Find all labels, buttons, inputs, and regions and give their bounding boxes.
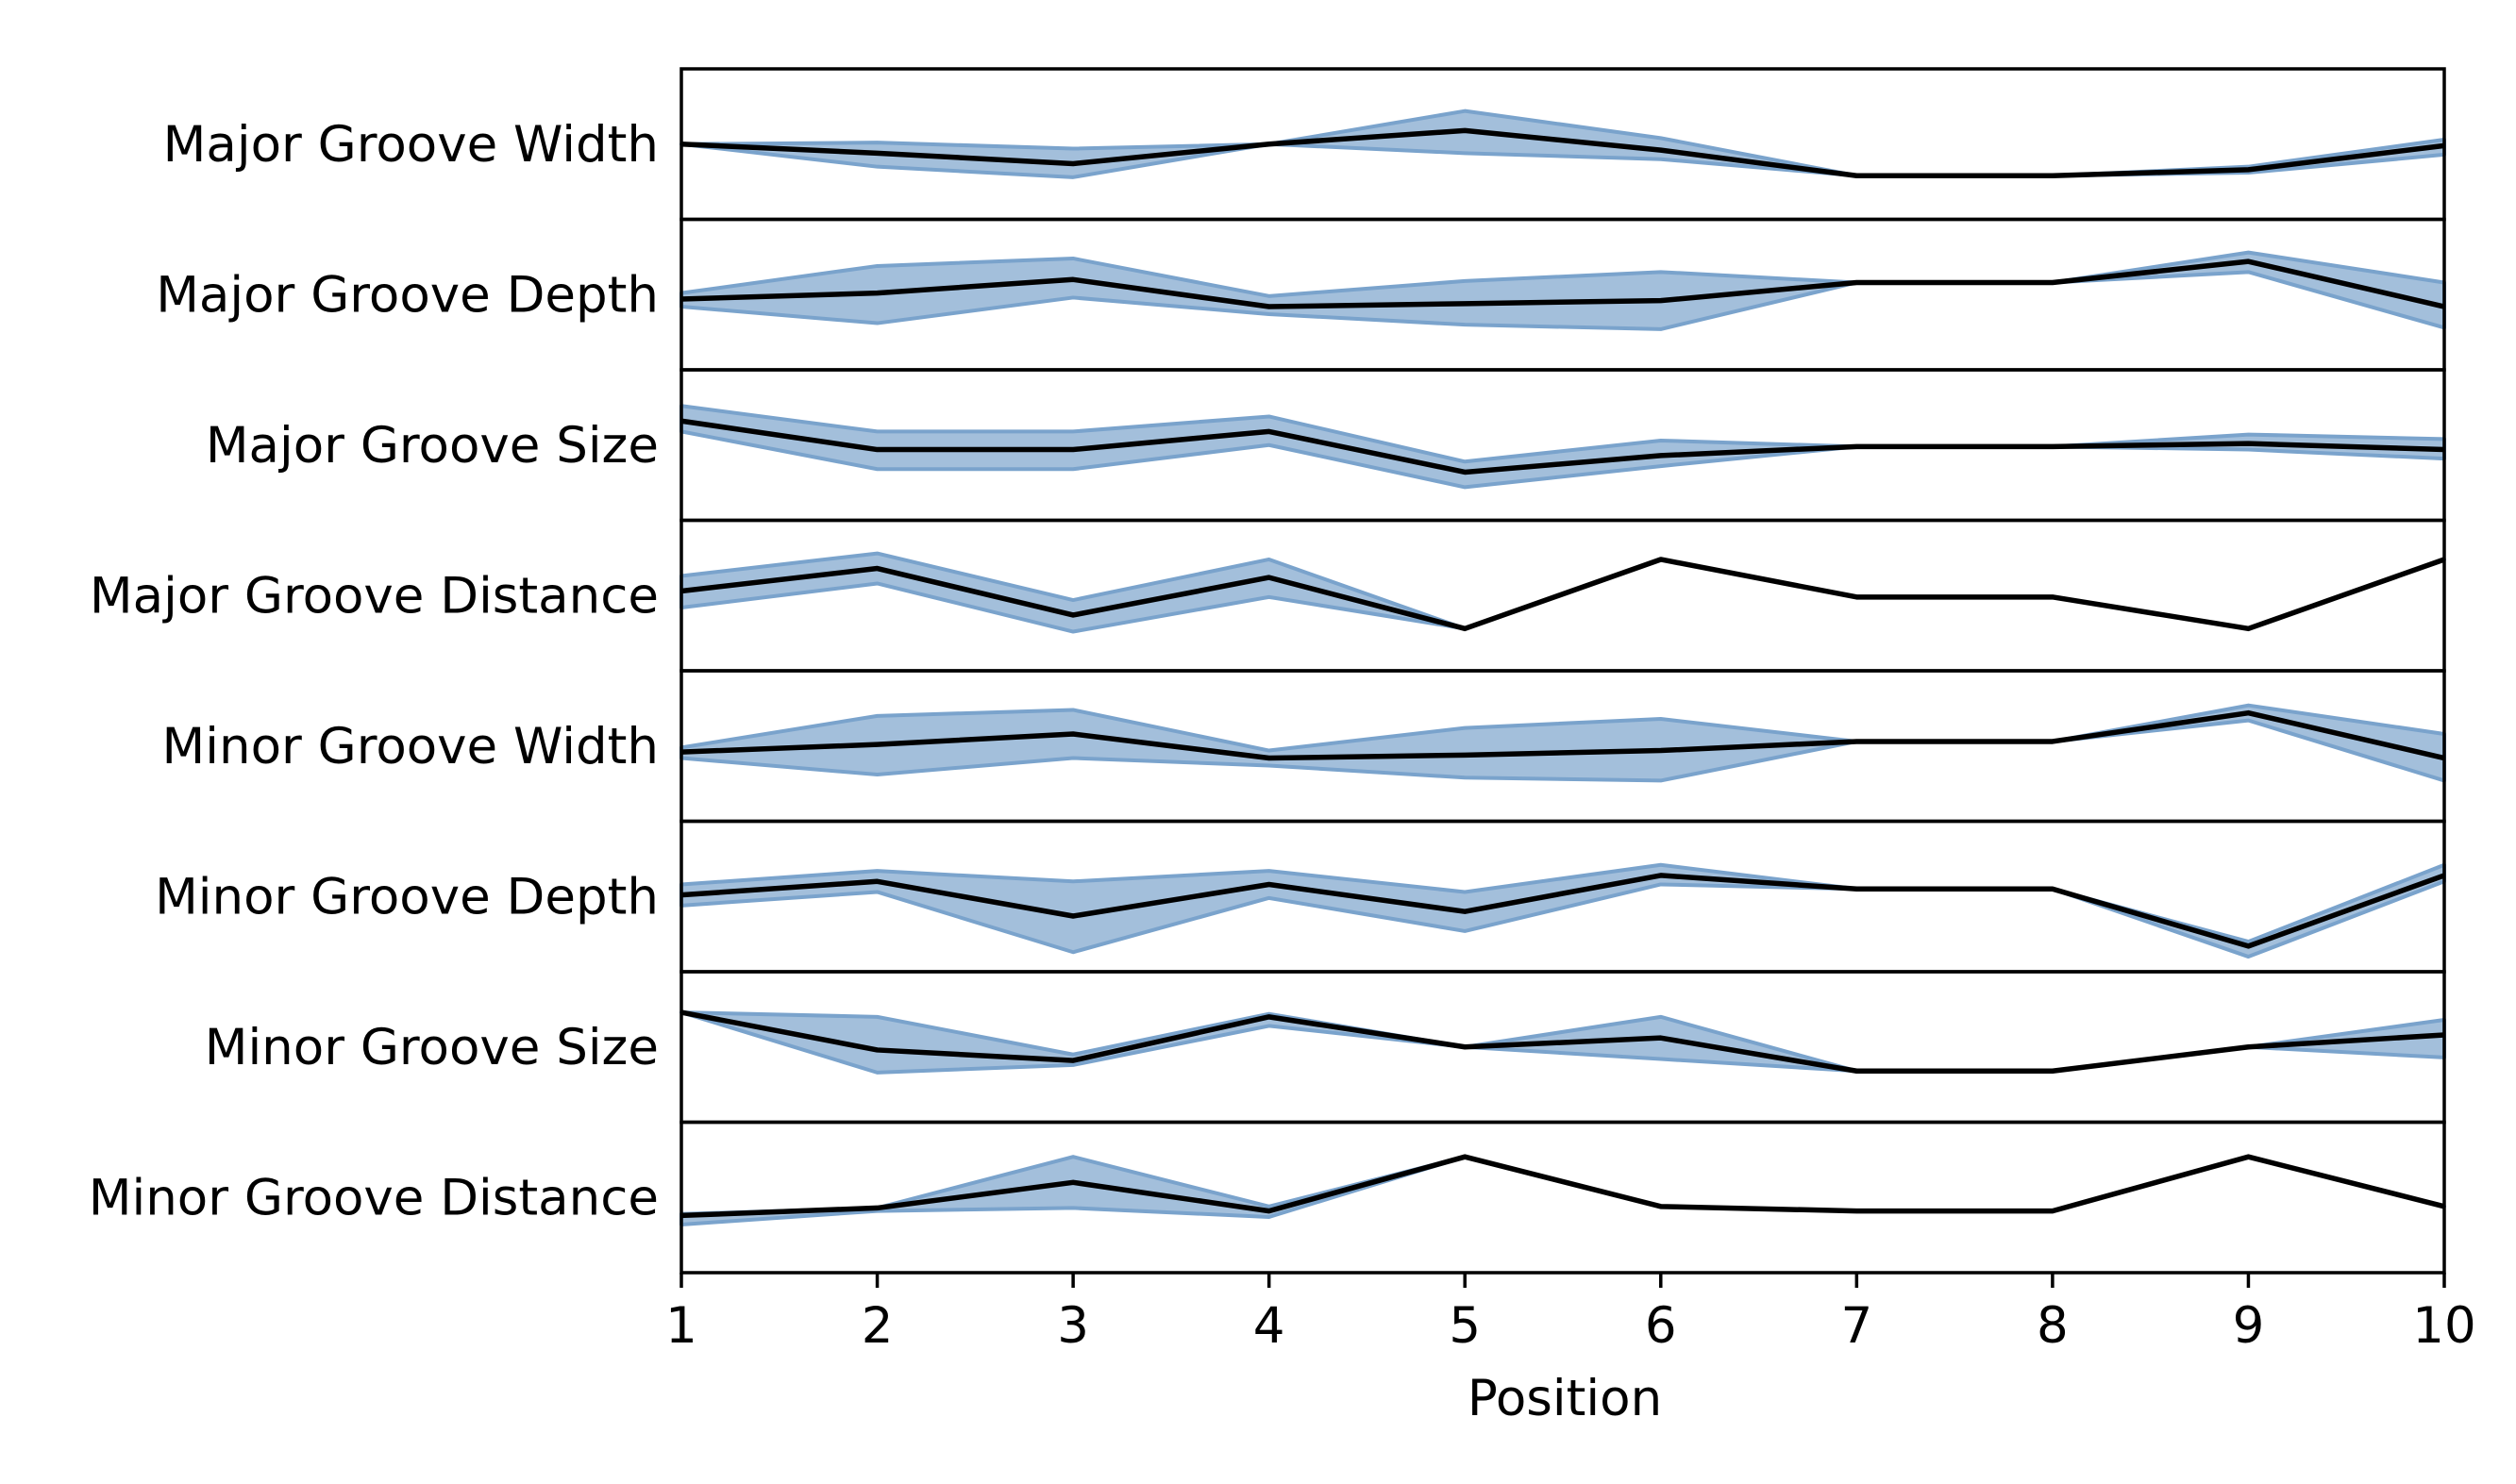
x-tick-label: 5 [1449, 1297, 1481, 1355]
mean-line [680, 258, 2445, 309]
mean-line [680, 873, 2445, 949]
row-label: Major Groove Distance [90, 567, 659, 625]
chart-rows: Major Groove Width Major Groove Depth Majo… [89, 67, 2446, 1275]
row-label: Minor Groove Size [205, 1019, 659, 1076]
row-minor-groove-depth: Minor Groove Depth [155, 819, 2446, 974]
range-band [679, 1155, 2446, 1226]
row-major-groove-size: Major Groove Size [206, 368, 2446, 523]
x-tick-label: 4 [1253, 1297, 1285, 1355]
row-major-groove-distance: Major Groove Distance [90, 518, 2446, 673]
mean-line [680, 557, 2445, 632]
row-label: Major Groove Size [206, 417, 659, 475]
row-minor-groove-distance: Minor Groove Distance [89, 1120, 2446, 1275]
row-frame [679, 1120, 2446, 1275]
x-axis-title: Position [1468, 1370, 1662, 1427]
mean-line [680, 127, 2445, 178]
row-label: Minor Groove Depth [155, 868, 659, 925]
mean-line [680, 1154, 2445, 1219]
x-tick-label: 7 [1840, 1297, 1872, 1355]
mean-line [680, 418, 2445, 475]
x-tick-label: 8 [2037, 1297, 2069, 1355]
x-tick-label: 3 [1057, 1297, 1089, 1355]
row-minor-groove-width: Minor Groove Width [162, 669, 2446, 824]
row-label: Major Groove Width [163, 116, 659, 174]
x-tick-label: 1 [665, 1297, 697, 1355]
row-minor-groove-size: Minor Groove Size [205, 970, 2446, 1125]
x-tick-label: 9 [2233, 1297, 2265, 1355]
row-label: Minor Groove Distance [89, 1169, 659, 1226]
row-major-groove-width: Major Groove Width [163, 67, 2446, 222]
row-label: Minor Groove Width [162, 718, 659, 775]
range-band [679, 862, 2446, 959]
range-band [679, 108, 2446, 179]
x-tick-label: 6 [1645, 1297, 1677, 1355]
mean-line [680, 1009, 2445, 1075]
mean-line [680, 709, 2445, 761]
row-major-groove-depth: Major Groove Depth [156, 217, 2446, 372]
x-tick-label: 10 [2412, 1297, 2475, 1355]
row-label: Major Groove Depth [156, 266, 659, 324]
x-tick-label: 2 [862, 1297, 894, 1355]
x-axis: 1 2 3 4 5 6 7 8 9 10 [665, 1273, 2476, 1355]
